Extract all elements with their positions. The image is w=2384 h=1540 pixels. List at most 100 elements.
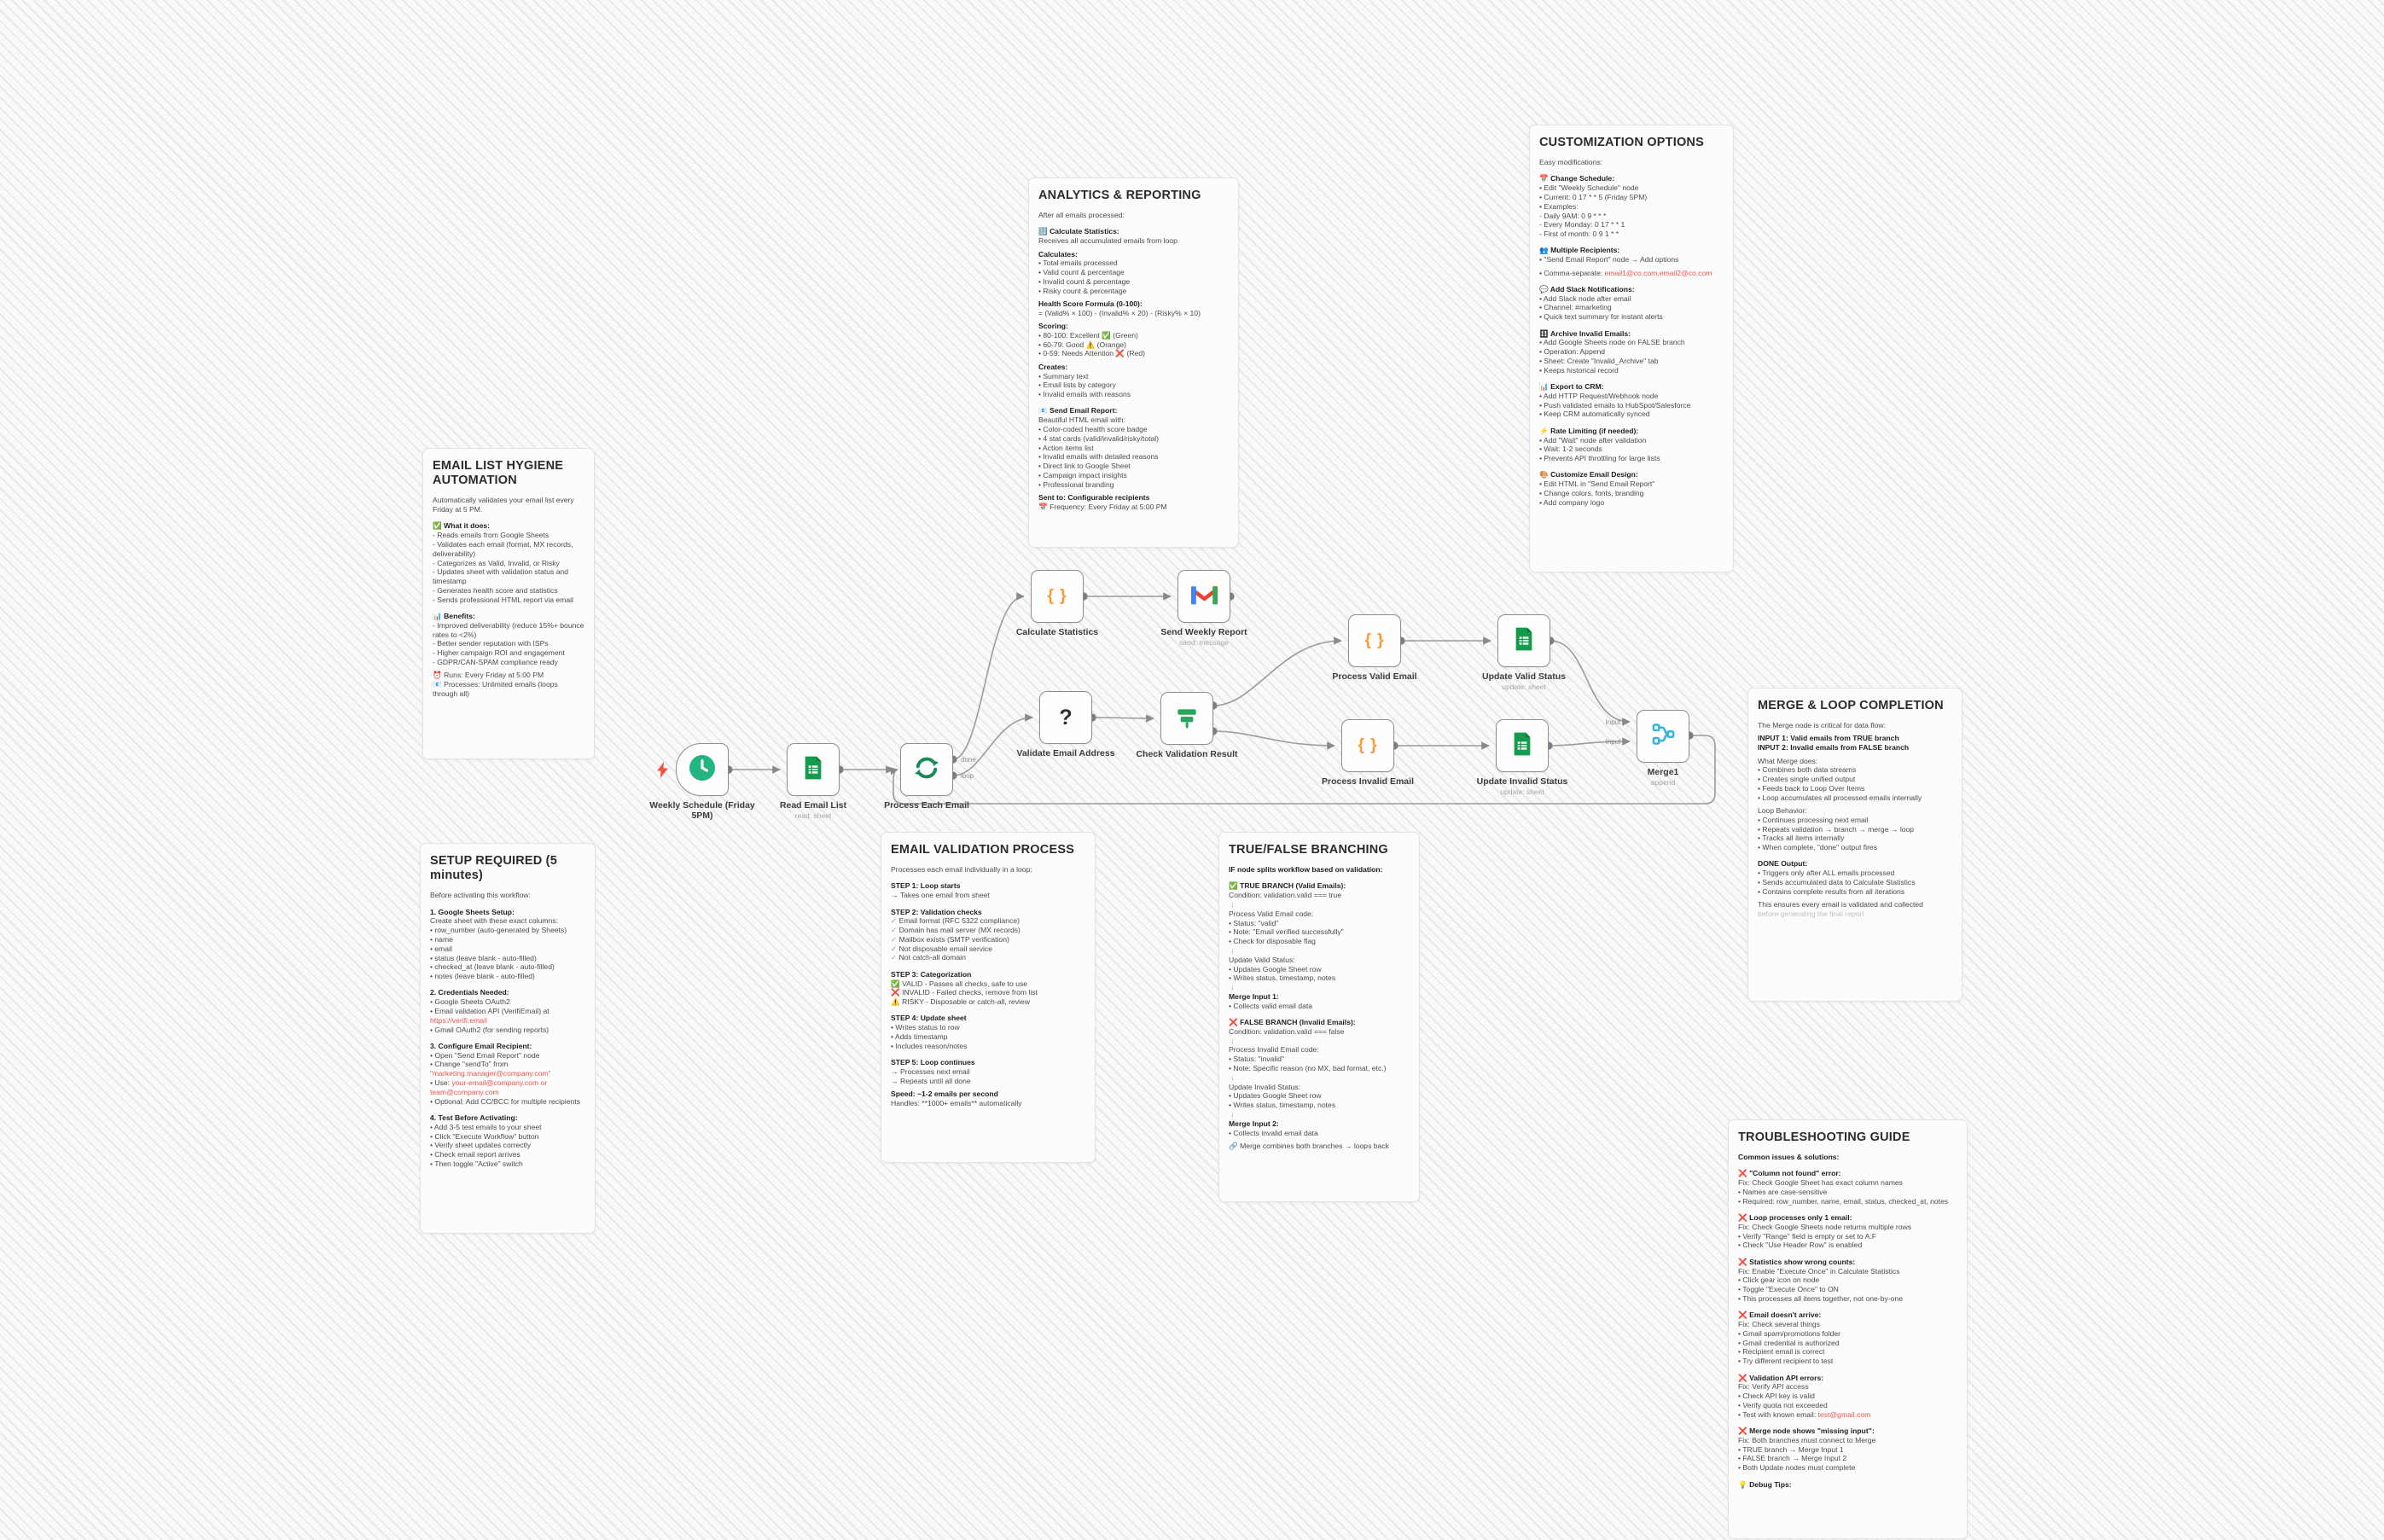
note-line: • Prevents API throttling for large list… bbox=[1539, 454, 1660, 463]
note-line: - Generates health score and statistics bbox=[433, 585, 558, 595]
note-line: ↓ bbox=[1230, 1110, 1235, 1119]
note-line: 4. Test Before Activating: bbox=[430, 1113, 518, 1122]
note-line: Processes each email individually in a l… bbox=[891, 865, 1032, 875]
node-merge[interactable]: Merge1 append bbox=[1637, 710, 1689, 787]
note-line: 📊 Benefits: bbox=[433, 611, 475, 620]
note-line: • Add HTTP Request/Webhook node bbox=[1539, 391, 1659, 400]
note-line: ❌ Statistics show wrong counts: bbox=[1738, 1257, 1856, 1266]
note-line: ⚡ Rate Limiting (if needed): bbox=[1539, 426, 1639, 435]
note-line: ↓ bbox=[1230, 1036, 1235, 1045]
node-process-valid-email[interactable]: { } Process Valid Email bbox=[1332, 614, 1417, 682]
note-line: ✅ What it does: bbox=[433, 521, 491, 531]
note-line: • Updates Google Sheet row bbox=[1229, 964, 1322, 973]
port-label: Input 2 bbox=[1606, 738, 1627, 746]
note-line: This ensures every email is validated an… bbox=[1758, 900, 1923, 909]
execute-trigger-bolt-icon[interactable] bbox=[657, 762, 668, 782]
sticky-note-true-false-branching[interactable]: TRUE/FALSE BRANCHING IF node splits workf… bbox=[1218, 832, 1420, 1202]
note-line: Process Invalid Email code: bbox=[1229, 1045, 1319, 1055]
note-line: • Test with known email: test@gmail.com bbox=[1738, 1409, 1871, 1419]
node-process-each-email[interactable]: Process Each Email bbox=[884, 743, 969, 811]
note-line: 2. Credentials Needed: bbox=[430, 988, 509, 997]
node-calculate-statistics[interactable]: { } Calculate Statistics bbox=[1016, 570, 1098, 637]
note-line: • When complete, "done" output fires bbox=[1758, 843, 1878, 852]
note-line: ❌ Validation API errors: bbox=[1738, 1373, 1824, 1382]
node-validate-email-address[interactable]: ? Validate Email Address bbox=[1016, 691, 1115, 758]
note-line: ⏰ Runs: Every Friday at 5:00 PM bbox=[433, 671, 544, 680]
node-subtitle: append bbox=[1650, 778, 1676, 787]
wire-merge-to-process-each-email bbox=[889, 735, 1716, 805]
note-line: • Contains complete results from all ite… bbox=[1758, 886, 1905, 896]
note-line: • Google Sheets OAuth2 bbox=[430, 997, 510, 1007]
note-line: ❌ Email doesn't arrive: bbox=[1738, 1310, 1822, 1320]
note-line: Sent to: Configurable recipients bbox=[1038, 493, 1150, 503]
note-line: STEP 4: Update sheet bbox=[891, 1014, 967, 1023]
wire-update-invalid-status-to-merge:input2 bbox=[1548, 737, 1631, 747]
note-line: → Repeats until all done bbox=[891, 1076, 971, 1085]
wire-check-validation-result:false-to-process-invalid-email bbox=[1212, 730, 1335, 750]
note-line: • Writes status, timestamp, notes bbox=[1229, 1101, 1336, 1110]
note-line: The Merge node is critical for data flow… bbox=[1758, 721, 1886, 730]
node-send-weekly-report[interactable]: Send Weekly Report send: message bbox=[1160, 570, 1247, 647]
note-line: - Reads emails from Google Sheets bbox=[433, 531, 549, 540]
note-line: • Check "Use Header Row" is enabled bbox=[1738, 1241, 1863, 1250]
note-line: ↓ bbox=[1230, 983, 1235, 992]
note-line: Receives all accumulated emails from loo… bbox=[1038, 236, 1177, 246]
note-line: • Status: "invalid" bbox=[1229, 1055, 1284, 1064]
note-line: • Recipient email is correct bbox=[1738, 1347, 1825, 1357]
note-line: • 0-59: Needs Attention ❌ (Red) bbox=[1038, 349, 1146, 358]
note-line: 📧 Processes: Unlimited emails (loops thr… bbox=[433, 680, 558, 698]
note-line: - Improved deliverability (reduce 15%+ b… bbox=[433, 620, 584, 639]
note-line: • Edit "Weekly Schedule" node bbox=[1539, 183, 1639, 193]
note-line: 📧 Send Email Report: bbox=[1038, 406, 1118, 416]
node-weekly-schedule[interactable]: Weekly Schedule (Friday 5PM) bbox=[649, 743, 755, 821]
sticky-note-troubleshooting-guide[interactable]: TROUBLESHOOTING GUIDE Common issues & sol… bbox=[1728, 1119, 1968, 1539]
node-update-invalid-status[interactable]: Update Invalid Status update: sheet bbox=[1477, 719, 1567, 796]
question-icon: ? bbox=[1059, 705, 1073, 729]
sticky-note-analytics-reporting[interactable]: ANALYTICS & REPORTING After all emails pr… bbox=[1028, 177, 1239, 548]
note-line: • Use: your-email@company.com or team@co… bbox=[430, 1078, 548, 1096]
note-line: • Continues processing next email bbox=[1758, 815, 1869, 824]
node-subtitle: read: sheet bbox=[794, 811, 832, 821]
sheets-icon bbox=[1509, 730, 1536, 762]
node-process-invalid-email[interactable]: { } Process Invalid Email bbox=[1322, 719, 1414, 787]
node-update-valid-status[interactable]: Update Valid Status update: sheet bbox=[1482, 614, 1566, 691]
note-line: ✓ Email format (RFC 5322 compliance) bbox=[891, 916, 1020, 926]
note-title: SETUP REQUIRED (5 minutes) bbox=[430, 854, 557, 883]
node-label: Update Invalid Status update: sheet bbox=[1458, 776, 1586, 796]
note-title: EMAIL LIST HYGIENE AUTOMATION bbox=[433, 459, 564, 488]
sticky-note-email-validation-process[interactable]: EMAIL VALIDATION PROCESS Processes each e… bbox=[881, 832, 1096, 1163]
node-label: Check Validation Result bbox=[1136, 749, 1238, 759]
note-line: • notes (leave blank - auto-filled) bbox=[430, 972, 535, 981]
code-icon: { } bbox=[1364, 631, 1385, 649]
note-line: 1. Google Sheets Setup: bbox=[430, 907, 515, 916]
note-line: • FALSE branch → Merge Input 2 bbox=[1738, 1454, 1847, 1463]
note-line: 🗄 Archive Invalid Emails: bbox=[1539, 328, 1631, 338]
note-line: • Add "Wait" node after validation bbox=[1539, 435, 1647, 445]
node-check-validation-result[interactable]: Check Validation Result bbox=[1136, 692, 1238, 759]
note-line: • Gmail OAuth2 (for sending reports) bbox=[430, 1025, 549, 1034]
note-line: • name bbox=[430, 934, 453, 944]
note-line: • Summary text bbox=[1038, 371, 1089, 381]
sticky-note-email-list-hygiene-automation[interactable]: EMAIL LIST HYGIENE AUTOMATION Automatical… bbox=[422, 448, 595, 759]
note-line: • Then toggle "Active" switch bbox=[430, 1159, 523, 1168]
sticky-note-setup-required[interactable]: SETUP REQUIRED (5 minutes) Before activat… bbox=[420, 843, 596, 1234]
node-label: Process Invalid Email bbox=[1322, 776, 1414, 787]
sticky-note-customization-options[interactable]: CUSTOMIZATION OPTIONS Easy modifications:… bbox=[1529, 125, 1734, 572]
note-line: • Updates Google Sheet row bbox=[1229, 1091, 1322, 1101]
note-line: • Add 3-5 test emails to your sheet bbox=[430, 1122, 542, 1131]
note-line: • Campaign impact insights bbox=[1038, 471, 1127, 480]
merge-icon bbox=[1650, 721, 1677, 752]
note-line: 🎨 Customize Email Design: bbox=[1539, 470, 1638, 479]
sticky-note-merge-loop-completion[interactable]: MERGE & LOOP COMPLETION The Merge node is… bbox=[1747, 688, 1962, 1002]
note-line: ❌ Merge node shows "missing input": bbox=[1738, 1427, 1875, 1436]
note-line: ↓ bbox=[1230, 945, 1235, 955]
node-read-email-list[interactable]: Read Email List read: sheet bbox=[780, 743, 846, 820]
note-line: • Push validated emails to HubSpot/Sales… bbox=[1539, 400, 1691, 410]
note-line: • This processes all items together, not… bbox=[1738, 1293, 1903, 1303]
note-line: Condition: validation.valid === true bbox=[1229, 891, 1342, 900]
note-line: • Note: Specific reason (no MX, bad form… bbox=[1229, 1064, 1387, 1073]
note-line: • Valid count & percentage bbox=[1038, 268, 1125, 277]
wire-check-validation-result:true-to-process-valid-email bbox=[1212, 636, 1342, 706]
